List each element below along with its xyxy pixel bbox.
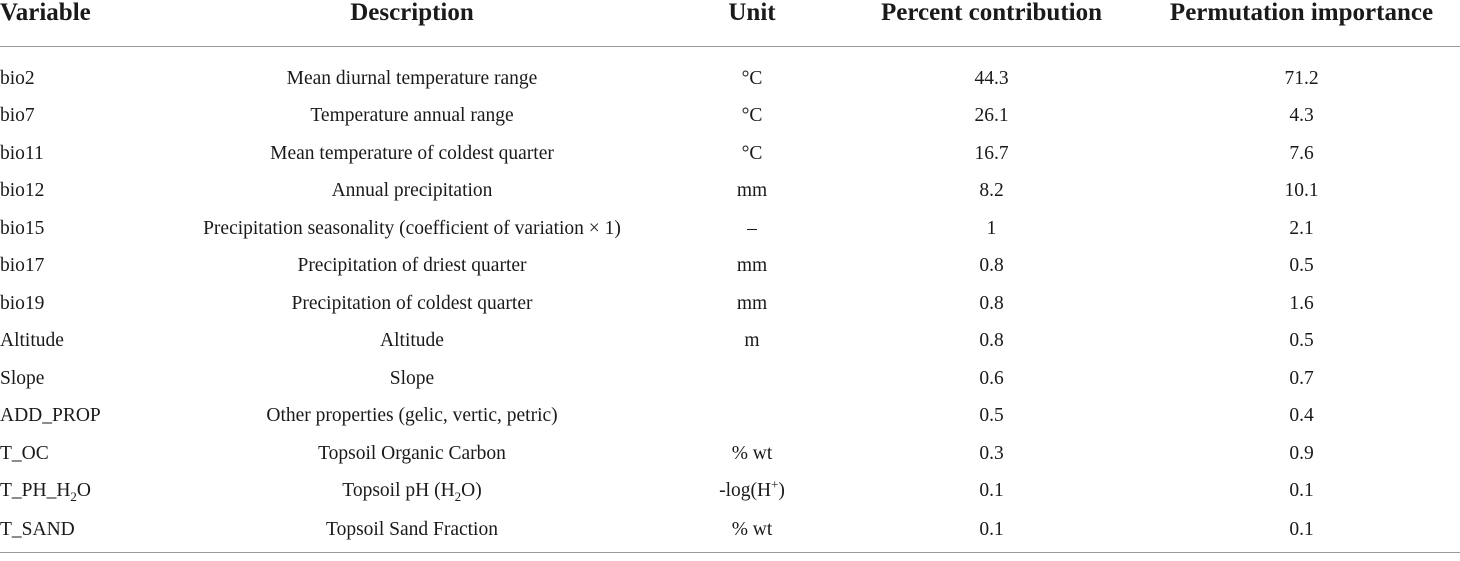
cell-variable: Slope xyxy=(0,367,45,389)
table-row: Slope Slope 0.6 0.7 xyxy=(0,360,1460,398)
cell-permutation-importance: 0.5 xyxy=(1289,255,1314,277)
text-segment: O xyxy=(76,480,92,502)
cell-percent-contribution: 0.5 xyxy=(979,405,1004,427)
cell-percent-contribution: 44.3 xyxy=(974,67,1009,89)
cell-variable: Altitude xyxy=(0,330,64,352)
cell-description: Precipitation of driest quarter xyxy=(297,255,527,277)
cell-percent-contribution: 0.6 xyxy=(979,367,1004,389)
cell-description: Mean temperature of coldest quarter xyxy=(270,142,554,164)
subscript: 2 xyxy=(454,489,462,505)
cell-percent-contribution: 0.8 xyxy=(979,292,1004,314)
cell-description: Other properties (gelic, vertic, petric) xyxy=(266,405,558,427)
cell-description: Topsoil Sand Fraction xyxy=(160,510,664,553)
cell-percent-contribution: 0.3 xyxy=(979,442,1004,464)
subscript: 2 xyxy=(70,489,77,505)
text-segment: T_PH_H xyxy=(0,480,71,502)
cell-percent-contribution: 8.2 xyxy=(979,180,1004,202)
cell-permutation-importance: 7.6 xyxy=(1289,142,1314,164)
cell-description: Temperature annual range xyxy=(310,105,514,127)
header-row: Variable Description Unit Percent contri… xyxy=(0,0,1460,47)
text-segment: -log(H xyxy=(719,480,772,502)
table-row: T_SAND Topsoil Sand Fraction % wt 0.1 0.… xyxy=(0,510,1460,553)
cell-description: Slope xyxy=(389,367,435,389)
cell-unit: mm xyxy=(736,292,768,314)
cell-variable: bio7 xyxy=(0,105,35,127)
header-percent-contribution: Percent contribution xyxy=(840,0,1143,47)
table-row: ADD_PROP Other properties (gelic, vertic… xyxy=(0,398,1460,436)
cell-permutation-importance: 0.4 xyxy=(1289,405,1314,427)
cell-unit: m xyxy=(744,330,760,352)
cell-percent-contribution: 16.7 xyxy=(974,142,1009,164)
cell-description: Topsoil pH (H2O) xyxy=(160,473,664,511)
header-variable: Variable xyxy=(0,0,160,47)
cell-unit: – xyxy=(747,217,757,239)
cell-permutation-importance: 1.6 xyxy=(1289,292,1314,314)
table-row: T_PH_H2O Topsoil pH (H2O) -log(H+) 0.1 0… xyxy=(0,473,1460,511)
cell-description: Mean diurnal temperature range xyxy=(286,67,538,89)
table-row: bio11 Mean temperature of coldest quarte… xyxy=(0,135,1460,173)
cell-description: Topsoil Organic Carbon xyxy=(318,442,506,464)
cell-description: Precipitation seasonality (coefficient o… xyxy=(203,217,621,239)
superscript: + xyxy=(771,476,779,492)
cell-unit xyxy=(664,360,840,398)
cell-unit: mm xyxy=(736,255,768,277)
cell-variable: T_SAND xyxy=(0,510,160,553)
cell-unit: % wt xyxy=(664,510,840,553)
text-segment: O) xyxy=(461,480,482,502)
cell-variable: ADD_PROP xyxy=(0,405,101,427)
cell-variable: bio15 xyxy=(0,217,45,239)
header-unit: Unit xyxy=(664,0,840,47)
cell-description: Precipitation of coldest quarter xyxy=(291,292,533,314)
text-segment: Topsoil pH (H xyxy=(342,480,455,502)
header-permutation-importance: Permutation importance xyxy=(1143,0,1460,47)
cell-variable: T_PH_H2O xyxy=(0,473,160,511)
table-row: bio19 Precipitation of coldest quarter m… xyxy=(0,285,1460,323)
cell-permutation-importance: 0.5 xyxy=(1289,330,1314,352)
text-segment: ) xyxy=(778,480,785,502)
cell-permutation-importance: 4.3 xyxy=(1289,105,1314,127)
table-row: bio12 Annual precipitation mm 8.2 10.1 xyxy=(0,173,1460,211)
cell-variable: T_OC xyxy=(0,442,49,464)
cell-unit: °C xyxy=(741,67,763,89)
cell-unit: °C xyxy=(741,105,763,127)
cell-permutation-importance: 71.2 xyxy=(1284,67,1319,89)
cell-percent-contribution: 1 xyxy=(986,217,997,239)
table-row: bio15 Precipitation seasonality (coeffic… xyxy=(0,210,1460,248)
cell-permutation-importance: 0.1 xyxy=(1143,510,1460,553)
cell-permutation-importance: 0.7 xyxy=(1289,367,1314,389)
cell-percent-contribution: 0.1 xyxy=(840,510,1143,553)
cell-percent-contribution: 26.1 xyxy=(974,105,1009,127)
cell-variable: bio17 xyxy=(0,255,45,277)
cell-percent-contribution: 0.1 xyxy=(979,480,1004,502)
cell-unit: mm xyxy=(736,180,768,202)
cell-variable: bio11 xyxy=(0,142,44,164)
table-row: bio17 Precipitation of driest quarter mm… xyxy=(0,248,1460,286)
cell-description: Annual precipitation xyxy=(331,180,493,202)
table-row: bio7 Temperature annual range °C 26.1 4.… xyxy=(0,98,1460,136)
cell-description: Altitude xyxy=(380,330,444,352)
cell-permutation-importance: 0.9 xyxy=(1289,442,1314,464)
cell-percent-contribution: 0.8 xyxy=(979,255,1004,277)
cell-variable: bio19 xyxy=(0,292,45,314)
table-row: Altitude Altitude m 0.8 0.5 xyxy=(0,323,1460,361)
table-row: bio2 Mean diurnal temperature range °C 4… xyxy=(0,47,1460,98)
cell-unit xyxy=(664,398,840,436)
table-row: T_OC Topsoil Organic Carbon % wt 0.3 0.9 xyxy=(0,435,1460,473)
cell-unit: -log(H+) xyxy=(664,473,840,511)
cell-permutation-importance: 0.1 xyxy=(1289,480,1314,502)
cell-unit: % wt xyxy=(731,442,773,464)
header-description: Description xyxy=(160,0,664,47)
cell-variable: bio2 xyxy=(0,67,35,89)
cell-unit: °C xyxy=(741,142,763,164)
cell-variable: bio12 xyxy=(0,180,45,202)
cell-permutation-importance: 10.1 xyxy=(1284,180,1319,202)
cell-percent-contribution: 0.8 xyxy=(979,330,1004,352)
cell-permutation-importance: 2.1 xyxy=(1289,217,1314,239)
